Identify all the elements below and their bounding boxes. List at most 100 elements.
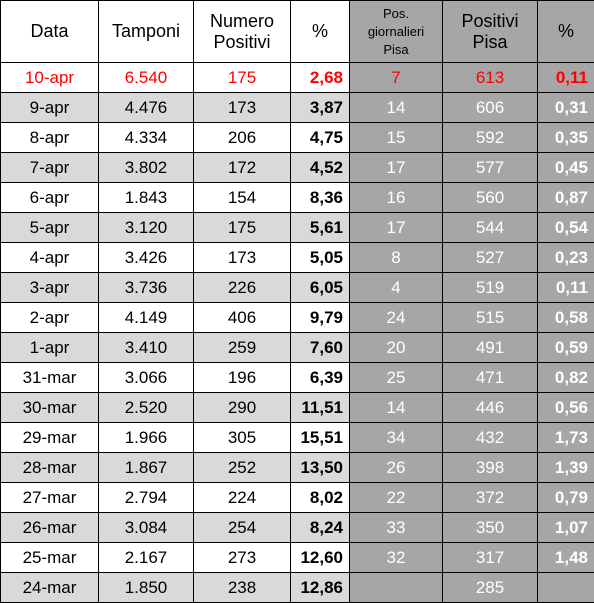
cell-pos-giornalieri-pisa: 33 <box>350 513 443 543</box>
cell-percent-1: 4,52 <box>291 153 350 183</box>
cell-tamponi: 3.120 <box>99 213 194 243</box>
cell-pos-giornalieri-pisa: 14 <box>350 93 443 123</box>
cell-percent-1: 5,61 <box>291 213 350 243</box>
cell-percent-1: 4,75 <box>291 123 350 153</box>
cell-positivi-pisa: 519 <box>443 273 538 303</box>
cell-tamponi: 3.410 <box>99 333 194 363</box>
cell-data: 27-mar <box>1 483 99 513</box>
cell-pos-giornalieri-pisa: 4 <box>350 273 443 303</box>
cell-tamponi: 2.167 <box>99 543 194 573</box>
cell-percent-1: 7,60 <box>291 333 350 363</box>
cell-percent-1: 2,68 <box>291 63 350 93</box>
cell-positivi-pisa: 592 <box>443 123 538 153</box>
cell-numero-positivi: 254 <box>194 513 291 543</box>
cell-numero-positivi: 175 <box>194 63 291 93</box>
cell-percent-1: 6,39 <box>291 363 350 393</box>
cell-percent-1: 11,51 <box>291 393 350 423</box>
cell-data: 2-apr <box>1 303 99 333</box>
cell-positivi-pisa: 515 <box>443 303 538 333</box>
cell-tamponi: 4.334 <box>99 123 194 153</box>
cell-numero-positivi: 406 <box>194 303 291 333</box>
cell-percent-2: 0,11 <box>538 273 594 303</box>
cell-percent-2: 0,11 <box>538 63 594 93</box>
cell-numero-positivi: 196 <box>194 363 291 393</box>
header-percent-2: % <box>538 1 594 63</box>
cell-positivi-pisa: 613 <box>443 63 538 93</box>
cell-data: 25-mar <box>1 543 99 573</box>
cell-numero-positivi: 154 <box>194 183 291 213</box>
cell-pos-giornalieri-pisa: 15 <box>350 123 443 153</box>
cell-pos-giornalieri-pisa: 32 <box>350 543 443 573</box>
cell-tamponi: 3.802 <box>99 153 194 183</box>
cell-percent-2: 0,54 <box>538 213 594 243</box>
cell-data: 4-apr <box>1 243 99 273</box>
cell-data: 29-mar <box>1 423 99 453</box>
cell-pos-giornalieri-pisa: 34 <box>350 423 443 453</box>
cell-numero-positivi: 172 <box>194 153 291 183</box>
cell-data: 3-apr <box>1 273 99 303</box>
cell-tamponi: 2.520 <box>99 393 194 423</box>
cell-percent-2: 0,35 <box>538 123 594 153</box>
cell-tamponi: 3.426 <box>99 243 194 273</box>
cell-tamponi: 3.084 <box>99 513 194 543</box>
cell-percent-2: 0,59 <box>538 333 594 363</box>
cell-percent-1: 15,51 <box>291 423 350 453</box>
cell-percent-2: 0,79 <box>538 483 594 513</box>
cell-percent-1: 8,24 <box>291 513 350 543</box>
cell-tamponi: 1.843 <box>99 183 194 213</box>
cell-pos-giornalieri-pisa: 22 <box>350 483 443 513</box>
cell-percent-2: 1,39 <box>538 453 594 483</box>
cell-percent-2: 0,31 <box>538 93 594 123</box>
cell-percent-2: 0,23 <box>538 243 594 273</box>
cell-data: 31-mar <box>1 363 99 393</box>
cell-percent-1: 6,05 <box>291 273 350 303</box>
cell-percent-2: 0,82 <box>538 363 594 393</box>
cell-positivi-pisa: 398 <box>443 453 538 483</box>
cell-tamponi: 4.476 <box>99 93 194 123</box>
cell-tamponi: 6.540 <box>99 63 194 93</box>
cell-numero-positivi: 290 <box>194 393 291 423</box>
cell-numero-positivi: 206 <box>194 123 291 153</box>
cell-percent-2: 1,48 <box>538 543 594 573</box>
cell-positivi-pisa: 491 <box>443 333 538 363</box>
cell-pos-giornalieri-pisa: 24 <box>350 303 443 333</box>
cell-numero-positivi: 226 <box>194 273 291 303</box>
cell-positivi-pisa: 446 <box>443 393 538 423</box>
cell-tamponi: 1.966 <box>99 423 194 453</box>
cell-tamponi: 1.867 <box>99 453 194 483</box>
cell-pos-giornalieri-pisa: 17 <box>350 153 443 183</box>
cell-positivi-pisa: 560 <box>443 183 538 213</box>
cell-data: 6-apr <box>1 183 99 213</box>
cell-tamponi: 3.066 <box>99 363 194 393</box>
cell-data: 7-apr <box>1 153 99 183</box>
cell-percent-2: 1,73 <box>538 423 594 453</box>
cell-percent-2: 1,07 <box>538 513 594 543</box>
cell-positivi-pisa: 372 <box>443 483 538 513</box>
cell-numero-positivi: 273 <box>194 543 291 573</box>
header-percent-1: % <box>291 1 350 63</box>
cell-data: 5-apr <box>1 213 99 243</box>
cell-data: 30-mar <box>1 393 99 423</box>
cell-tamponi: 3.736 <box>99 273 194 303</box>
cell-data: 8-apr <box>1 123 99 153</box>
cell-pos-giornalieri-pisa: 25 <box>350 363 443 393</box>
cell-pos-giornalieri-pisa: 7 <box>350 63 443 93</box>
cell-numero-positivi: 305 <box>194 423 291 453</box>
cell-pos-giornalieri-pisa: 20 <box>350 333 443 363</box>
cell-data: 10-apr <box>1 63 99 93</box>
